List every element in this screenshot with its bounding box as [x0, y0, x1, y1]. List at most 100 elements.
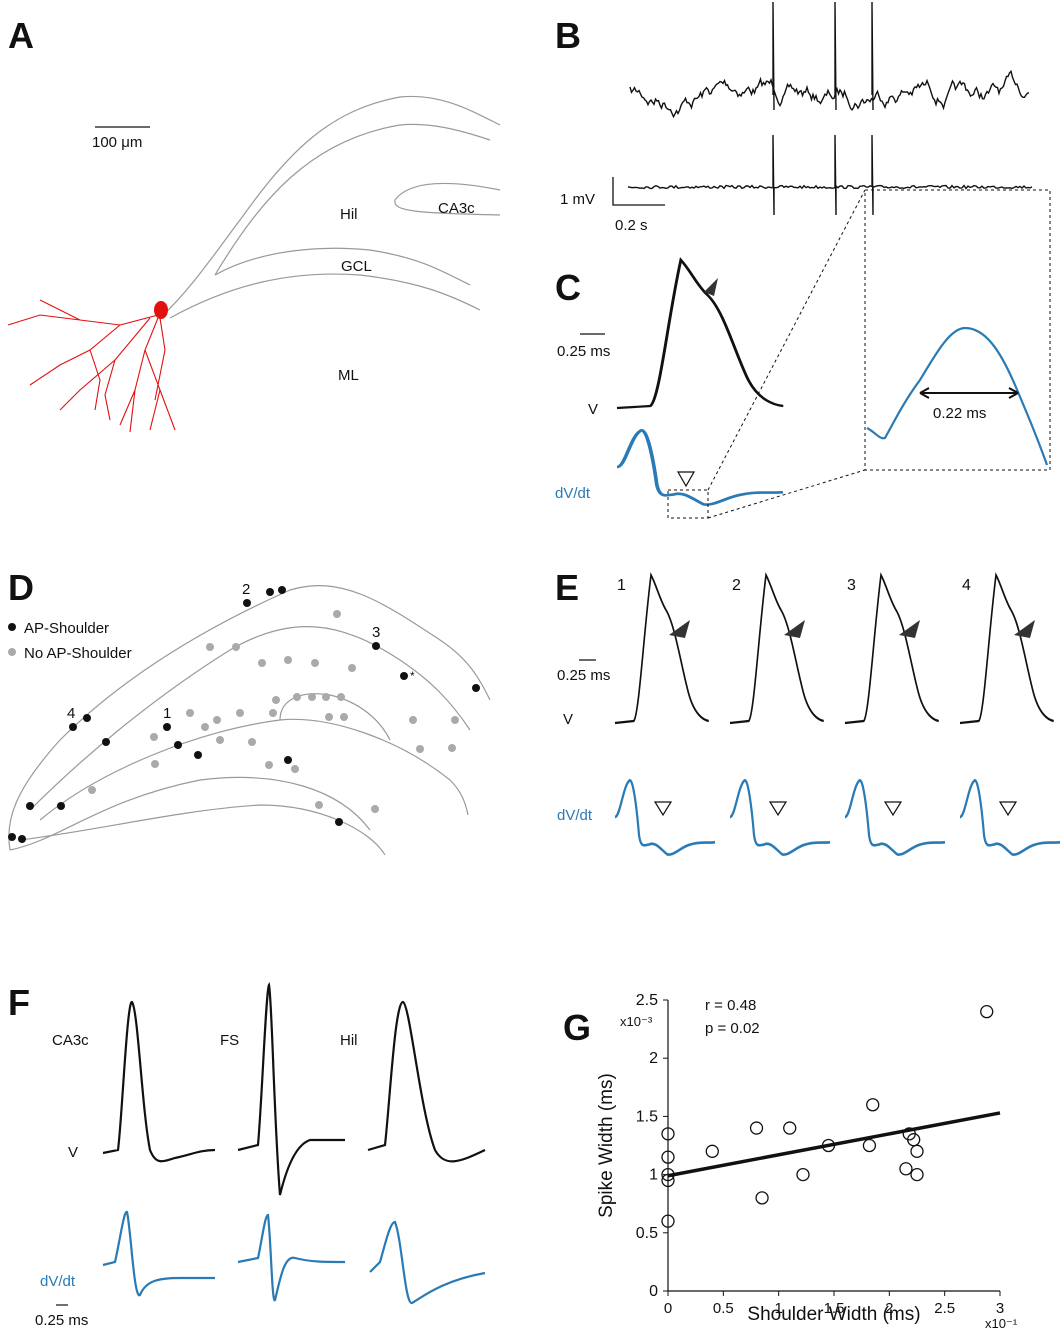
- outline: [39, 718, 469, 821]
- marker: [653, 801, 673, 817]
- point: [899, 1162, 913, 1176]
- zoom-box: [864, 189, 1051, 471]
- outline: [9, 776, 371, 851]
- dvdt-trace: [843, 779, 947, 856]
- trace-label: dV/dt: [555, 485, 591, 502]
- legend-marker: [8, 648, 16, 656]
- cell-number: 1: [163, 705, 171, 722]
- y-tick-label: 2: [649, 1050, 658, 1067]
- point: [796, 1167, 810, 1182]
- zoom-line: [707, 189, 866, 491]
- dvdt-trace: [613, 779, 717, 856]
- cells-no-shoulder: [88, 610, 459, 813]
- y-tick-label: 0: [649, 1283, 658, 1300]
- point: [755, 1191, 769, 1205]
- scale-label: 1 mV: [560, 191, 595, 208]
- panel-label: A: [8, 15, 34, 56]
- ap-trace: [367, 1000, 486, 1163]
- scatter-chart: 0 0.5 1 1.5 2 2.5 3 0 0.5 1 1.5 2 2.5 Shoulder Width …: [596, 992, 1018, 1331]
- cell-type: Hil: [340, 1032, 358, 1049]
- cell-type: FS: [220, 1032, 239, 1049]
- point: [783, 1121, 797, 1135]
- y-tick-label: 1: [649, 1167, 658, 1184]
- x-tick-label: 1.5: [824, 1300, 845, 1317]
- cell-number: 4: [962, 577, 971, 594]
- point: [661, 1214, 675, 1228]
- zoom-trace: [866, 326, 1049, 466]
- y-tick-label: 1.5: [636, 1108, 658, 1125]
- cell-number: 2: [732, 577, 741, 594]
- point: [705, 1144, 719, 1158]
- zoom-line: [707, 469, 866, 519]
- x-tick-label: 3: [996, 1300, 1004, 1317]
- outline: [214, 123, 491, 276]
- point: [661, 1127, 675, 1141]
- scale-label: 0.25 ms: [35, 1312, 88, 1329]
- cell-number: 4: [67, 705, 75, 722]
- neuron: [7, 299, 176, 433]
- scale-bar: [612, 177, 665, 206]
- width-arrow: [919, 387, 1019, 399]
- y-tick-label: 0.5: [636, 1225, 658, 1242]
- legend-marker: [8, 623, 16, 631]
- x-tick-label: 2.5: [934, 1300, 955, 1317]
- region-label: ML: [338, 367, 359, 384]
- outline: [169, 273, 481, 319]
- marker: [998, 801, 1018, 817]
- point: [661, 1167, 675, 1182]
- y-multiplier: x10⁻³: [620, 1014, 653, 1029]
- x-tick-label: 1: [774, 1300, 782, 1317]
- x-tick-label: 0: [664, 1300, 672, 1317]
- annotation: p = 0.02: [705, 1020, 760, 1037]
- outline: [279, 693, 391, 741]
- arrowhead: [784, 620, 805, 638]
- arrowhead: [669, 620, 690, 638]
- ap-trace: [237, 981, 345, 1196]
- cell-number: 2: [242, 581, 250, 598]
- trace: [629, 1, 1030, 119]
- cell-type: CA3c: [52, 1032, 89, 1049]
- marker-label: *: [410, 669, 415, 683]
- dvdt-trace: [369, 1220, 486, 1305]
- point: [910, 1144, 924, 1158]
- ap-trace: [843, 573, 940, 725]
- point: [910, 1167, 924, 1182]
- trace-label: dV/dt: [40, 1273, 76, 1290]
- point: [661, 1173, 675, 1188]
- marker: [768, 801, 788, 817]
- panel-label: B: [555, 15, 581, 56]
- point: [661, 1150, 675, 1164]
- x-axis-label: Shoulder Width (ms): [747, 1304, 920, 1325]
- trace-label: V: [588, 401, 598, 418]
- scale-label: 100 μm: [92, 134, 142, 151]
- ap-trace: [615, 258, 785, 410]
- panel-label: C: [555, 267, 581, 308]
- dvdt-trace: [615, 428, 785, 507]
- panel-label: F: [8, 982, 30, 1023]
- marker: [883, 801, 903, 817]
- outline: [394, 182, 501, 216]
- cell-number: 3: [847, 577, 856, 594]
- panel-label: D: [8, 567, 34, 608]
- arrowhead: [704, 278, 718, 296]
- region-label: CA3c: [438, 200, 475, 217]
- trace-label: dV/dt: [557, 807, 593, 824]
- arrowhead: [899, 620, 920, 638]
- dvdt-trace: [237, 1213, 346, 1302]
- legend-label: AP-Shoulder: [24, 620, 109, 637]
- trace: [627, 134, 1033, 216]
- y-axis-label: Spike Width (ms): [596, 1073, 617, 1218]
- region-label: GCL: [341, 258, 372, 275]
- x-tick-label: 0.5: [713, 1300, 734, 1317]
- point: [866, 1098, 880, 1112]
- panel-label: E: [555, 567, 579, 608]
- outline: [214, 247, 471, 286]
- x-tick-label: 2: [885, 1300, 893, 1317]
- point: [821, 1138, 836, 1153]
- cells-shoulder: [8, 586, 480, 843]
- cell-number: 3: [372, 624, 380, 641]
- ap-trace: [102, 1000, 216, 1163]
- scale-label: 0.25 ms: [557, 667, 610, 684]
- width-label: 0.22 ms: [933, 405, 986, 422]
